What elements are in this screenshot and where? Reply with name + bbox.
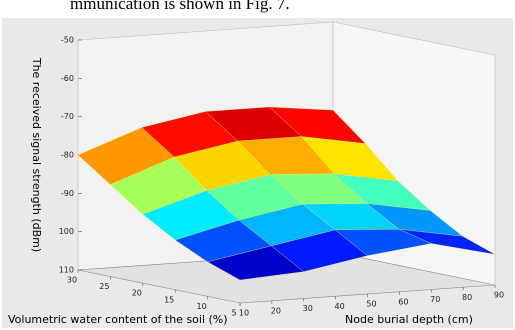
z-tick-label: -60 [61, 74, 74, 83]
z-axis-title: The received signal strength (dBm) [30, 57, 43, 252]
y-tick-label: 50 [366, 300, 376, 309]
surface-patch [206, 245, 305, 281]
x-tick-label: 25 [99, 282, 109, 291]
x-tick-label: 30 [67, 276, 77, 285]
y-axis-title: Node burial depth (cm) [345, 313, 473, 326]
y-tick-label: 40 [335, 302, 345, 311]
caption-fragment: mmunication is shown in Fig. 7. [70, 0, 290, 13]
y-tick-label: 80 [462, 293, 472, 302]
y-tick-label: 90 [494, 291, 504, 300]
x-tick-label: 15 [164, 295, 174, 304]
x-tick-label: 20 [132, 289, 142, 298]
z-tick-label: 110 [59, 266, 74, 275]
z-tick-label: -70 [61, 112, 74, 121]
x-tick-label: 5 [231, 309, 236, 318]
y-tick-label: 20 [271, 306, 281, 315]
x-tick-label: 10 [197, 302, 207, 311]
y-tick-label: 30 [303, 304, 313, 313]
x-axis-title: Volumetric water content of the soil (%) [8, 313, 228, 326]
z-tick-label: -50 [61, 36, 74, 45]
z-tick-label: 100 [59, 227, 74, 236]
y-tick-label: 10 [239, 309, 249, 318]
y-tick-label: 60 [398, 297, 408, 306]
y-tick-label: 70 [430, 295, 440, 304]
z-tick-label: -90 [61, 189, 74, 198]
z-tick-label: -80 [61, 151, 74, 160]
